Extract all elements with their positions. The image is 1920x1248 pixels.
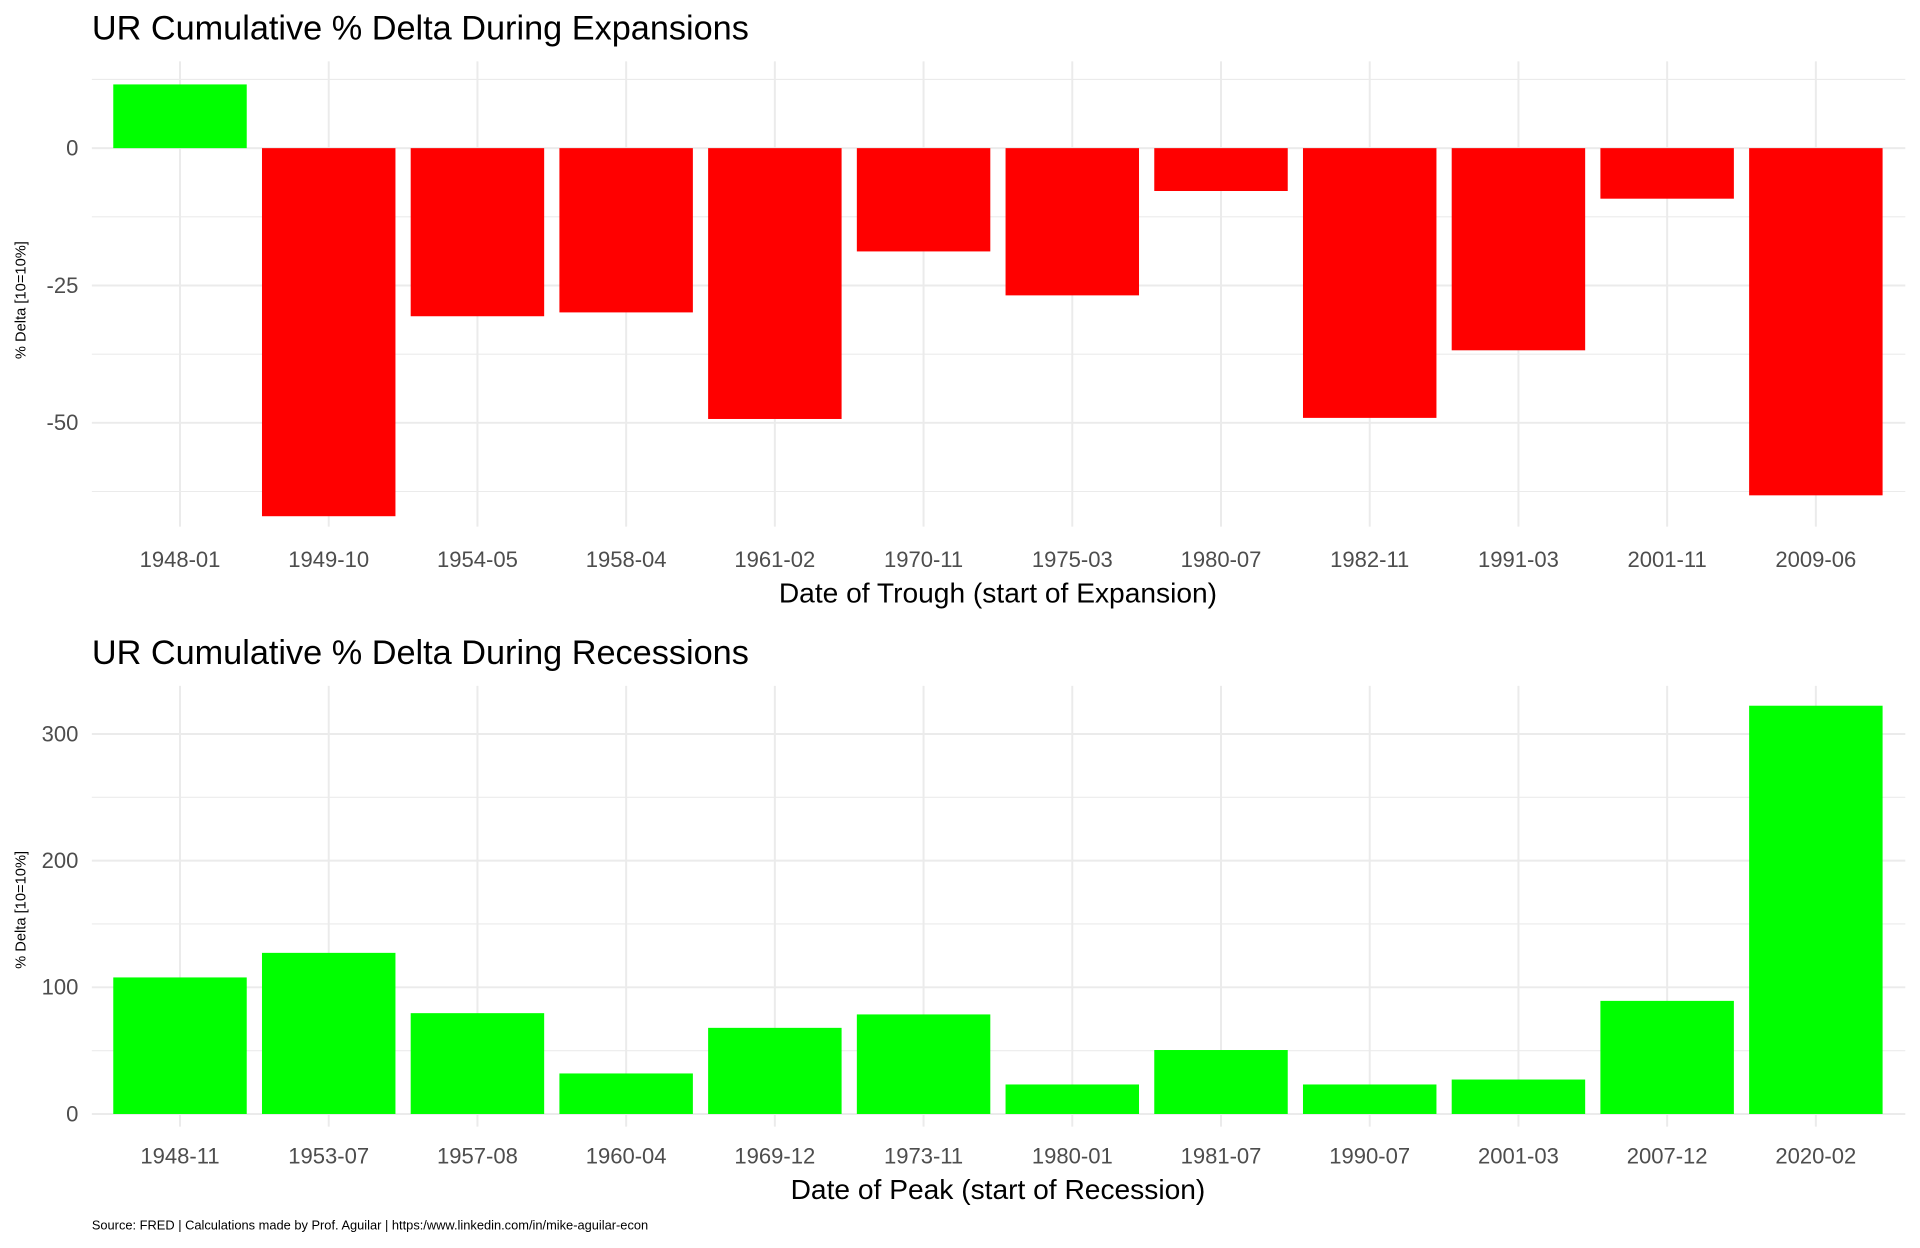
y-tick-label: 200 <box>42 848 79 873</box>
x-tick-label: 1981-07 <box>1181 1143 1262 1168</box>
x-tick-label: 1958-04 <box>586 547 667 572</box>
x-tick-label: 1990-07 <box>1329 1143 1410 1168</box>
y-tick-label: 300 <box>42 721 79 746</box>
bar-2001-11 <box>1600 148 1734 199</box>
y-tick-label: 0 <box>66 135 78 160</box>
expansions-title: UR Cumulative % Delta During Expansions <box>92 9 749 47</box>
x-tick-label: 1982-11 <box>1330 547 1409 572</box>
bar-1973-11 <box>856 1014 991 1114</box>
x-tick-label: 2001-03 <box>1478 1143 1559 1168</box>
y-tick-label: -25 <box>47 273 79 298</box>
bar-1982-11 <box>1302 148 1437 418</box>
bar-2020-02 <box>1749 705 1883 1114</box>
y-tick-label: 0 <box>66 1101 78 1126</box>
expansions-panel: UR Cumulative % Delta During Expansions … <box>14 9 1906 609</box>
x-tick-label: 1975-03 <box>1032 547 1113 572</box>
bar-1991-03 <box>1451 148 1586 351</box>
bar-1980-01 <box>1005 1084 1140 1114</box>
bar-1957-08 <box>410 1013 545 1114</box>
bar-1954-05 <box>410 148 545 317</box>
bar-1949-10 <box>261 148 396 517</box>
recessions-panel: UR Cumulative % Delta During Recessions … <box>14 634 1906 1205</box>
recessions-y-axis-label: % Delta [10=10%] <box>14 851 30 969</box>
x-tick-label: 1960-04 <box>586 1143 667 1168</box>
x-tick-label: 1969-12 <box>734 1143 815 1168</box>
bar-2009-06 <box>1749 148 1883 496</box>
bar-1990-07 <box>1302 1084 1437 1114</box>
bar-2007-12 <box>1600 1000 1734 1114</box>
x-tick-label: 1957-08 <box>437 1143 518 1168</box>
x-tick-label: 1949-10 <box>288 547 369 572</box>
x-tick-label: 1980-07 <box>1181 547 1262 572</box>
recessions-x-axis-label: Date of Peak (start of Recession) <box>791 1174 1206 1205</box>
x-tick-label: 1948-11 <box>140 1143 219 1168</box>
x-tick-label: 2009-06 <box>1775 547 1856 572</box>
y-tick-label: 100 <box>42 975 79 1000</box>
x-tick-label: 1991-03 <box>1478 547 1559 572</box>
bar-1961-02 <box>708 148 842 419</box>
x-tick-label: 1954-05 <box>437 547 518 572</box>
bar-1948-01 <box>113 84 247 149</box>
x-tick-label: 2007-12 <box>1627 1143 1708 1168</box>
x-tick-label: 1953-07 <box>288 1143 369 1168</box>
bar-1980-07 <box>1154 148 1288 191</box>
bar-1953-07 <box>261 952 396 1114</box>
x-tick-label: 1970-11 <box>884 547 963 572</box>
x-tick-label: 1948-01 <box>140 547 221 572</box>
x-tick-label: 1980-01 <box>1032 1143 1113 1168</box>
expansions-x-axis-label: Date of Trough (start of Expansion) <box>779 578 1217 609</box>
bar-1948-11 <box>113 977 247 1114</box>
x-tick-label: 2001-11 <box>1628 547 1707 572</box>
source-caption: Source: FRED | Calculations made by Prof… <box>92 1218 648 1233</box>
bar-1975-03 <box>1005 148 1140 296</box>
bar-1981-07 <box>1154 1050 1288 1114</box>
bar-2001-03 <box>1451 1079 1586 1114</box>
x-tick-label: 2020-02 <box>1775 1143 1856 1168</box>
bar-1960-04 <box>559 1073 693 1114</box>
expansions-y-axis-label: % Delta [10=10%] <box>14 241 30 359</box>
y-tick-label: -50 <box>47 410 79 435</box>
x-tick-label: 1961-02 <box>734 547 815 572</box>
x-tick-label: 1973-11 <box>884 1143 963 1168</box>
bar-1958-04 <box>559 148 693 313</box>
bar-1970-11 <box>856 148 991 252</box>
recessions-title: UR Cumulative % Delta During Recessions <box>92 634 749 672</box>
bar-1969-12 <box>708 1027 842 1114</box>
